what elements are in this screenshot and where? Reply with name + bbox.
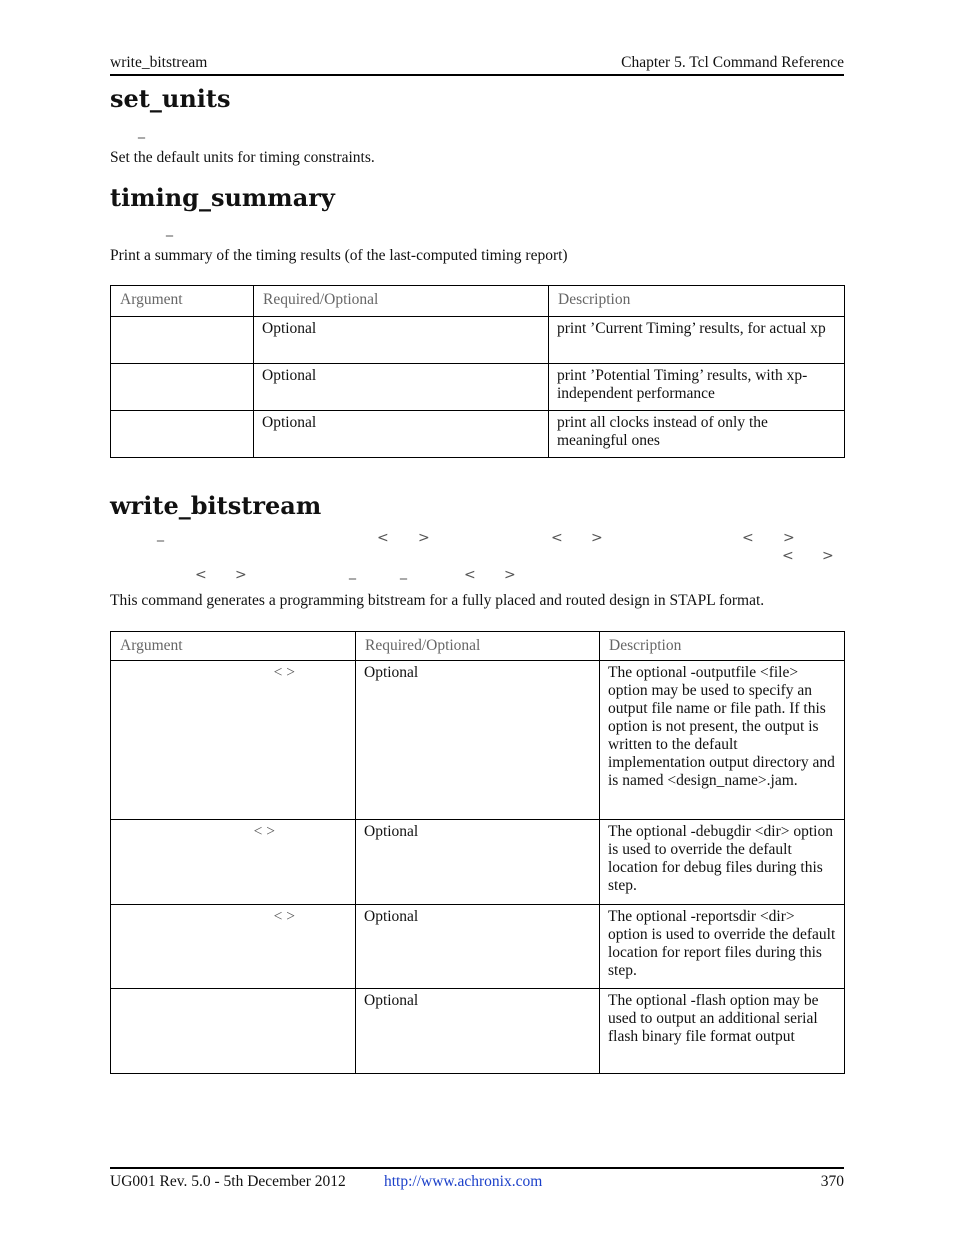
syntax-glyph: < bbox=[377, 530, 389, 546]
description-cell: The optional -flash option may be used t… bbox=[599, 988, 845, 1074]
column-header: Required/Optional bbox=[355, 631, 600, 661]
argument-cell bbox=[110, 410, 254, 458]
footer-doc-id: UG001 Rev. 5.0 - 5th December 2012 bbox=[110, 1173, 346, 1190]
description-cell: The optional -reportsdir <dir> option is… bbox=[599, 904, 845, 989]
running-header-right: Chapter 5. Tcl Command Reference bbox=[621, 54, 844, 71]
column-header: Argument bbox=[110, 285, 254, 317]
description-cell: print ’Potential Timing’ results, with x… bbox=[548, 363, 845, 411]
syntax-glyph: _ bbox=[349, 564, 356, 580]
timing-summary-arguments-table: Argument Required/Optional Description Opt… bbox=[110, 285, 845, 458]
table-row: < > Optional The optional -debugdir <dir> … bbox=[110, 819, 845, 905]
description-cell: print all clocks instead of only the mea… bbox=[548, 410, 845, 458]
required-cell: Optional bbox=[253, 363, 549, 411]
argument-cell bbox=[110, 316, 254, 364]
table-row: Optional print ’Current Timing’ results, … bbox=[110, 316, 845, 364]
required-cell: Optional bbox=[355, 904, 600, 989]
syntax-glyph: _ bbox=[400, 564, 407, 580]
argument-cell bbox=[110, 988, 356, 1074]
syntax-glyph: _ bbox=[157, 526, 164, 542]
syntax-glyph: _ bbox=[166, 221, 173, 237]
required-cell: Optional bbox=[355, 988, 600, 1074]
column-header: Description bbox=[548, 285, 845, 317]
header-rule bbox=[110, 74, 844, 76]
table-row: Optional The optional -flash option may b… bbox=[110, 988, 845, 1074]
syntax-glyph: _ bbox=[138, 123, 145, 139]
table-row: < > Optional The optional -reportsdir <dir… bbox=[110, 904, 845, 989]
argument-cell: < > bbox=[110, 904, 356, 989]
section-title-set-units: set_units bbox=[110, 84, 231, 113]
required-cell: Optional bbox=[355, 660, 600, 820]
timing-summary-description: Print a summary of the timing results (o… bbox=[110, 247, 568, 264]
table-row: Optional print all clocks instead of only… bbox=[110, 410, 845, 458]
description-cell: The optional -debugdir <dir> option is u… bbox=[599, 819, 845, 905]
write-bitstream-arguments-table: Argument Required/Optional Description < >… bbox=[110, 631, 845, 1074]
section-title-timing-summary: timing_summary bbox=[110, 183, 335, 212]
column-header: Required/Optional bbox=[253, 285, 549, 317]
argument-cell: < > bbox=[110, 819, 356, 905]
column-header: Description bbox=[599, 631, 845, 661]
column-header: Argument bbox=[110, 631, 356, 661]
argument-cell bbox=[110, 363, 254, 411]
footer-website-link[interactable]: http://www.achronix.com bbox=[384, 1173, 543, 1190]
required-cell: Optional bbox=[355, 819, 600, 905]
table-row: < > Optional The optional -outputfile <fil… bbox=[110, 660, 845, 820]
running-header-left: write_bitstream bbox=[110, 54, 208, 71]
set-units-description: Set the default units for timing constra… bbox=[110, 149, 375, 166]
argument-cell: < > bbox=[110, 660, 356, 820]
write-bitstream-description: This command generates a programming bit… bbox=[110, 592, 765, 609]
table-row: Optional print ’Potential Timing’ results… bbox=[110, 363, 845, 411]
page-number: 370 bbox=[820, 1173, 844, 1190]
required-cell: Optional bbox=[253, 316, 549, 364]
required-cell: Optional bbox=[253, 410, 549, 458]
description-cell: The optional -outputfile <file> option m… bbox=[599, 660, 845, 820]
footer-rule bbox=[110, 1167, 844, 1169]
syntax-glyph: > bbox=[418, 530, 430, 546]
description-cell: print ’Current Timing’ results, for actu… bbox=[548, 316, 845, 364]
section-title-write-bitstream: write_bitstream bbox=[110, 491, 322, 520]
